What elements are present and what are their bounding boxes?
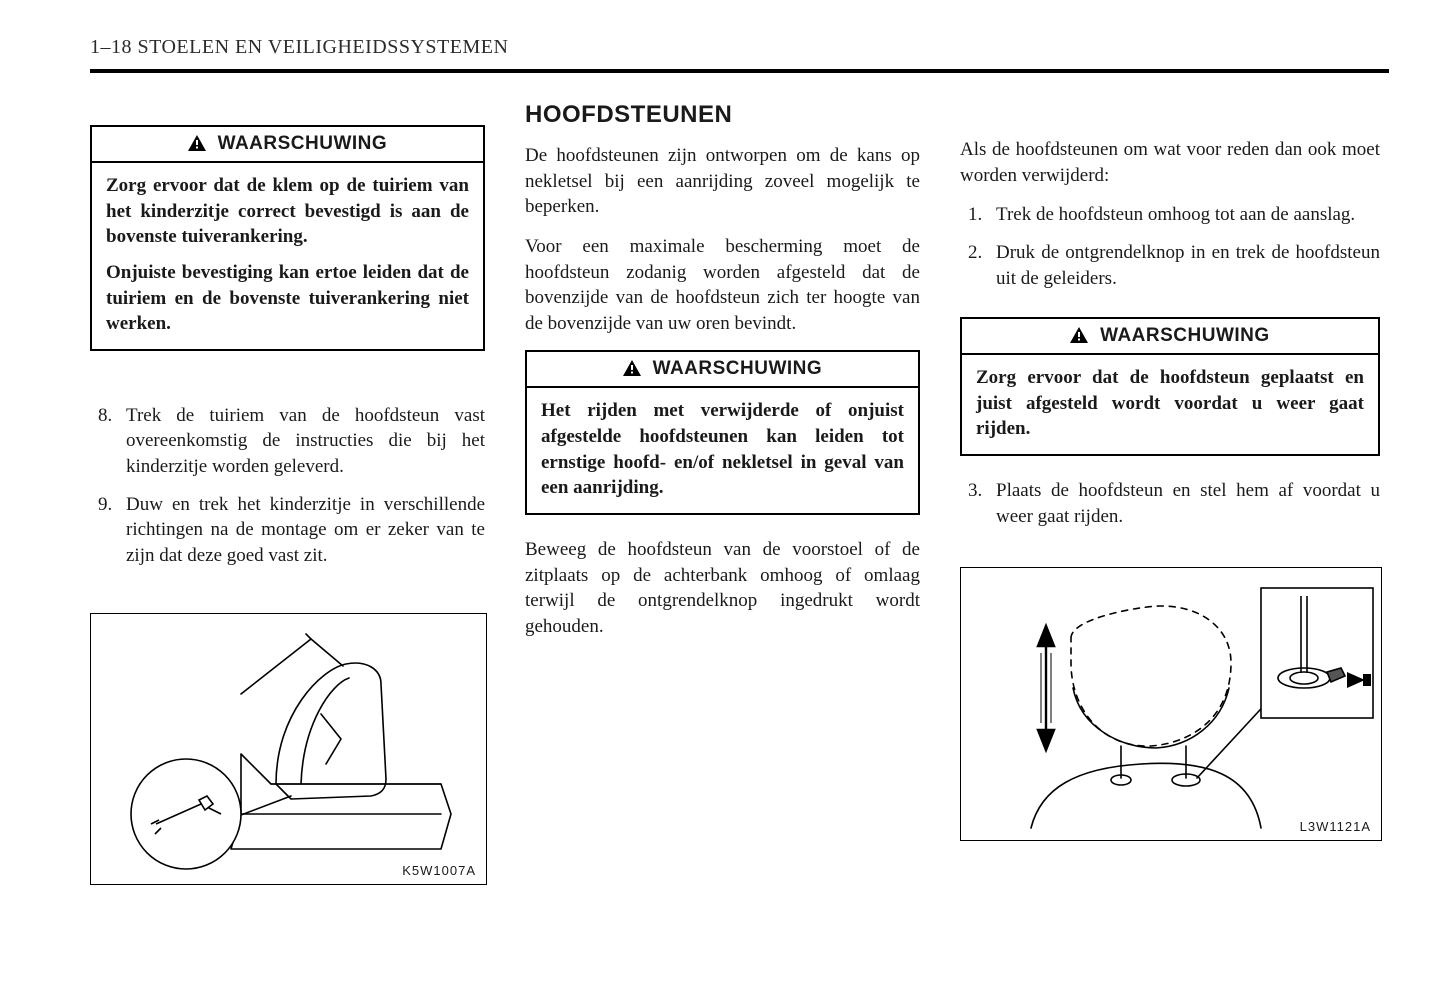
warning-triangle-icon	[623, 360, 641, 376]
list-item: 9. Duw en trek het kinderzitje in versch…	[126, 492, 485, 569]
warning-body: Het rijden met verwijderde of onjuist af…	[527, 388, 918, 513]
column-1: WAARSCHUWING Zorg ervoor dat de klem op …	[90, 101, 485, 885]
step-list: 1. Trek de hoofdsteun omhoog tot aan de …	[960, 202, 1380, 303]
figure-id: L3W1121A	[1300, 819, 1371, 834]
warning-body: Zorg ervoor dat de klem op de tuiriem va…	[92, 163, 483, 349]
warning-label: WAARSCHUWING	[653, 358, 823, 379]
list-item: 3. Plaats de hoofdsteun en stel hem af v…	[996, 478, 1380, 529]
warning-box-3: WAARSCHUWING Zorg ervoor dat de hoofdste…	[960, 317, 1380, 456]
figure-child-seat: K5W1007A	[90, 613, 487, 885]
step-text: Druk de ontgrendelknop in en trek de hoo…	[996, 242, 1380, 289]
warning-label: WAARSCHUWING	[1100, 325, 1270, 346]
column-3: Als de hoofdsteunen om wat voor reden da…	[960, 101, 1380, 885]
step-number: 2.	[968, 240, 982, 266]
columns: WAARSCHUWING Zorg ervoor dat de klem op …	[90, 101, 1389, 885]
figure-headrest: L3W1121A	[960, 567, 1382, 841]
step-number: 9.	[98, 492, 112, 518]
figure-id: K5W1007A	[402, 863, 476, 878]
header-rule	[90, 69, 1389, 73]
step-number: 8.	[98, 403, 112, 429]
warning-text: Onjuiste bevestiging kan ertoe leiden da…	[106, 260, 469, 337]
warning-header: WAARSCHUWING	[527, 352, 918, 388]
list-item: 2. Druk de ontgrendelknop in en trek de …	[996, 240, 1380, 291]
body-text: Voor een maximale bescherming moet de ho…	[525, 234, 920, 337]
warning-text: Zorg ervoor dat de klem op de tuiriem va…	[106, 173, 469, 250]
step-text: Duw en trek het kinderzitje in verschill…	[126, 494, 485, 566]
headrest-illustration	[961, 568, 1381, 840]
body-text: Beweeg de hoofdsteun van de voorstoel of…	[525, 537, 920, 640]
warning-triangle-icon	[1070, 327, 1088, 343]
step-text: Trek de hoofdsteun omhoog tot aan de aan…	[996, 204, 1355, 225]
warning-triangle-icon	[188, 135, 206, 151]
warning-box-1: WAARSCHUWING Zorg ervoor dat de klem op …	[90, 125, 485, 351]
list-item: 8. Trek de tuiriem van de hoofdsteun vas…	[126, 403, 485, 480]
page-number: 1–18	[90, 36, 132, 58]
page-header: 1–18 STOELEN EN VEILIGHEIDSSYSTEMEN	[90, 36, 1389, 69]
column-2: HOOFDSTEUNEN De hoofdsteunen zijn ontwor…	[525, 101, 920, 885]
step-text: Plaats de hoofdsteun en stel hem af voor…	[996, 480, 1380, 527]
body-text: De hoofdsteunen zijn ontworpen om de kan…	[525, 143, 920, 220]
warning-text: Zorg ervoor dat de hoofdsteun geplaatst …	[976, 365, 1364, 442]
warning-text: Het rijden met verwijderde of onjuist af…	[541, 398, 904, 501]
section-title: HOOFDSTEUNEN	[525, 101, 920, 129]
section-name: STOELEN EN VEILIGHEIDSSYSTEMEN	[138, 36, 509, 58]
warning-header: WAARSCHUWING	[92, 127, 483, 163]
manual-page: 1–18 STOELEN EN VEILIGHEIDSSYSTEMEN WAAR…	[0, 0, 1445, 983]
body-text: Als de hoofdsteunen om wat voor reden da…	[960, 137, 1380, 188]
warning-header: WAARSCHUWING	[962, 319, 1378, 355]
step-number: 3.	[968, 478, 982, 504]
child-seat-illustration	[91, 614, 486, 884]
step-list: 3. Plaats de hoofdsteun en stel hem af v…	[960, 478, 1380, 541]
step-list: 8. Trek de tuiriem van de hoofdsteun vas…	[90, 403, 485, 581]
warning-box-2: WAARSCHUWING Het rijden met verwijderde …	[525, 350, 920, 515]
warning-label: WAARSCHUWING	[218, 133, 388, 154]
step-text: Trek de tuiriem van de hoofdsteun vast o…	[126, 405, 485, 477]
warning-body: Zorg ervoor dat de hoofdsteun geplaatst …	[962, 355, 1378, 454]
step-number: 1.	[968, 202, 982, 228]
list-item: 1. Trek de hoofdsteun omhoog tot aan de …	[996, 202, 1380, 228]
